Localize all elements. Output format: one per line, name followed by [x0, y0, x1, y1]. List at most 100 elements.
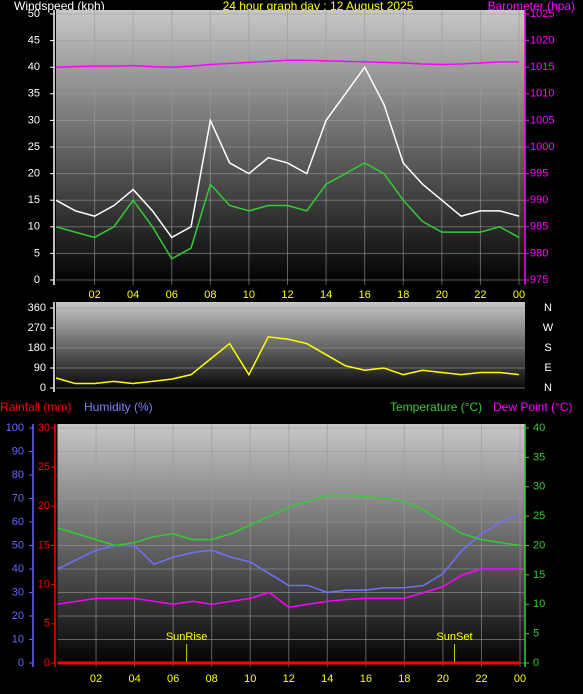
y2-tick-label: 985 [530, 221, 548, 233]
y-tick-label: 35 [28, 88, 40, 100]
x-tick-label: 18 [398, 673, 410, 685]
y-tick-label: 5 [34, 247, 40, 259]
legend-dew-point: Dew Point (°C) [493, 400, 572, 414]
y-tick-label: 270 [28, 322, 46, 334]
y-tick-label: 180 [28, 342, 46, 354]
y2-tick-label: 25 [533, 510, 545, 522]
y2-tick-label: 10 [533, 598, 545, 610]
annotation: SunRise [166, 631, 208, 643]
wind-axis-label: Windspeed (kph) [14, 0, 105, 13]
y-tick-label: 10 [12, 633, 24, 645]
x-tick-label: 20 [437, 673, 449, 685]
x-tick-label: 10 [243, 289, 255, 301]
x-tick-label: 10 [244, 673, 256, 685]
x-tick-label: 16 [359, 289, 371, 301]
y-tick-label: 70 [12, 492, 24, 504]
series-line [55, 162, 520, 260]
y2-tick-label: 980 [530, 247, 548, 259]
x-tick-label: 14 [320, 289, 332, 301]
y-tick-label: 30 [12, 586, 24, 598]
annotation: SunSet [436, 631, 472, 643]
direction-label: N [544, 382, 552, 394]
y-tick-label: 90 [12, 445, 24, 457]
x-tick-label: 04 [128, 673, 140, 685]
y-tick-label: 0 [34, 274, 40, 286]
y2-tick-label: 5 [533, 628, 539, 640]
y-tick-label: 0 [40, 382, 46, 394]
x-tick-label: 06 [166, 289, 178, 301]
series-line [55, 65, 520, 239]
series-line [57, 514, 521, 594]
y2-tick-label: 995 [530, 168, 548, 180]
x-tick-label: 22 [475, 673, 487, 685]
y3-tick-label: 20 [38, 500, 50, 512]
y3-tick-label: 5 [44, 618, 50, 630]
y-tick-label: 100 [6, 422, 24, 434]
y-tick-label: 360 [28, 302, 46, 314]
y2-tick-label: 0 [533, 657, 539, 669]
x-tick-label: 02 [90, 673, 102, 685]
y-tick-label: 0 [18, 657, 24, 669]
y-tick-label: 15 [28, 194, 40, 206]
series-line [57, 494, 521, 547]
y-tick-label: 25 [28, 141, 40, 153]
y-tick-label: 30 [28, 114, 40, 126]
x-tick-label: 04 [127, 289, 139, 301]
y-tick-label: 40 [28, 61, 40, 73]
y-tick-label: 60 [12, 516, 24, 528]
y3-tick-label: 30 [38, 422, 50, 434]
y2-tick-label: 1025 [530, 8, 554, 20]
y2-tick-label: 1005 [530, 114, 554, 126]
x-tick-label: 12 [283, 673, 295, 685]
y2-tick-label: 1000 [530, 141, 554, 153]
y2-tick-label: 1020 [530, 35, 554, 47]
x-tick-label: 06 [167, 673, 179, 685]
x-tick-label: 08 [206, 673, 218, 685]
y2-tick-label: 20 [533, 539, 545, 551]
y-tick-label: 50 [28, 8, 40, 20]
series-line [55, 336, 520, 385]
direction-label: W [543, 322, 554, 334]
x-tick-label: 02 [88, 289, 100, 301]
y-tick-label: 40 [12, 563, 24, 575]
series-line [55, 59, 519, 68]
x-tick-label: 22 [474, 289, 486, 301]
y-tick-label: 80 [12, 469, 24, 481]
y3-tick-label: 0 [44, 657, 50, 669]
y3-tick-label: 25 [38, 461, 50, 473]
series-line [57, 568, 520, 608]
y2-tick-label: 35 [533, 451, 545, 463]
x-tick-label: 00 [514, 673, 526, 685]
y2-tick-label: 990 [530, 194, 548, 206]
x-tick-label: 14 [321, 673, 333, 685]
y3-tick-label: 15 [38, 539, 50, 551]
y-tick-label: 90 [34, 362, 46, 374]
x-tick-label: 08 [204, 289, 216, 301]
chart-title: 24 hour graph day : 12 August 2025 [223, 0, 414, 13]
direction-label: S [544, 342, 551, 354]
y-tick-label: 50 [12, 539, 24, 551]
y2-tick-label: 975 [530, 274, 548, 286]
y2-tick-label: 1010 [530, 88, 554, 100]
y-tick-label: 20 [28, 168, 40, 180]
x-tick-label: 18 [397, 289, 409, 301]
y3-tick-label: 10 [38, 579, 50, 591]
y2-tick-label: 1015 [530, 61, 554, 73]
plot-area [56, 302, 525, 392]
x-tick-label: 00 [513, 289, 525, 301]
legend-temperature: Temperature (°C) [390, 400, 482, 414]
x-tick-label: 16 [360, 673, 372, 685]
direction-label: N [544, 302, 552, 314]
y2-tick-label: 40 [533, 422, 545, 434]
direction-label: E [544, 362, 551, 374]
baro-axis-label: Barometer (hpa) [488, 0, 575, 13]
y2-tick-label: 15 [533, 569, 545, 581]
y2-tick-label: 30 [533, 481, 545, 493]
legend-humidity: Humidity (%) [84, 400, 153, 414]
y-tick-label: 10 [28, 221, 40, 233]
y-tick-label: 45 [28, 35, 40, 47]
x-tick-label: 20 [436, 289, 448, 301]
x-tick-label: 12 [281, 289, 293, 301]
y-tick-label: 20 [12, 610, 24, 622]
legend-rain: Rainfall (mm) [0, 400, 71, 414]
